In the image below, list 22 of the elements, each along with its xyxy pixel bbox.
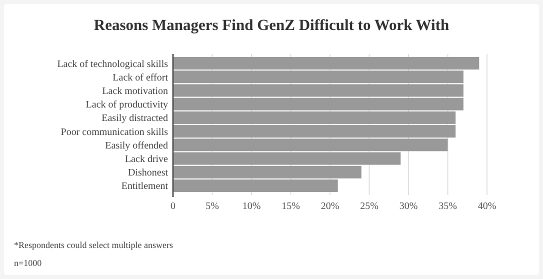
y-tick-label: Lack of productivity [86,100,168,111]
y-tick-label: Dishonest [128,168,168,179]
y-tick-label: Poor communication skills [60,126,168,138]
text: *Respondents could select multiple answers [14,240,174,250]
x-tick-label: 40% [478,201,496,212]
x-tick-label: 5% [206,201,219,212]
x-tick-label: 0 [170,201,176,212]
x-tick-label: 10% [242,201,261,212]
y-tick-label: Easily offended [105,140,168,152]
y-tick-label: Easily distracted [102,113,168,124]
x-tick-label: 15% [282,201,300,212]
y-tick-label: Lack motivation [102,86,168,97]
x-tick-label: 30% [399,201,418,212]
chart-title: Reasons Managers Find GenZ Difficult to Work With [94,17,450,34]
text: n=1000 [14,258,42,268]
x-tick-label: 20% [320,201,340,212]
y-tick-label: Entitlement [121,181,168,192]
y-tick-label: Lack of effort [112,72,168,84]
y-tick-label: Lack of technological skills [57,58,168,70]
x-tick-label: 25% [360,201,378,212]
x-tick-label: 35% [438,201,457,212]
y-tick-label: Lack drive [124,154,169,166]
